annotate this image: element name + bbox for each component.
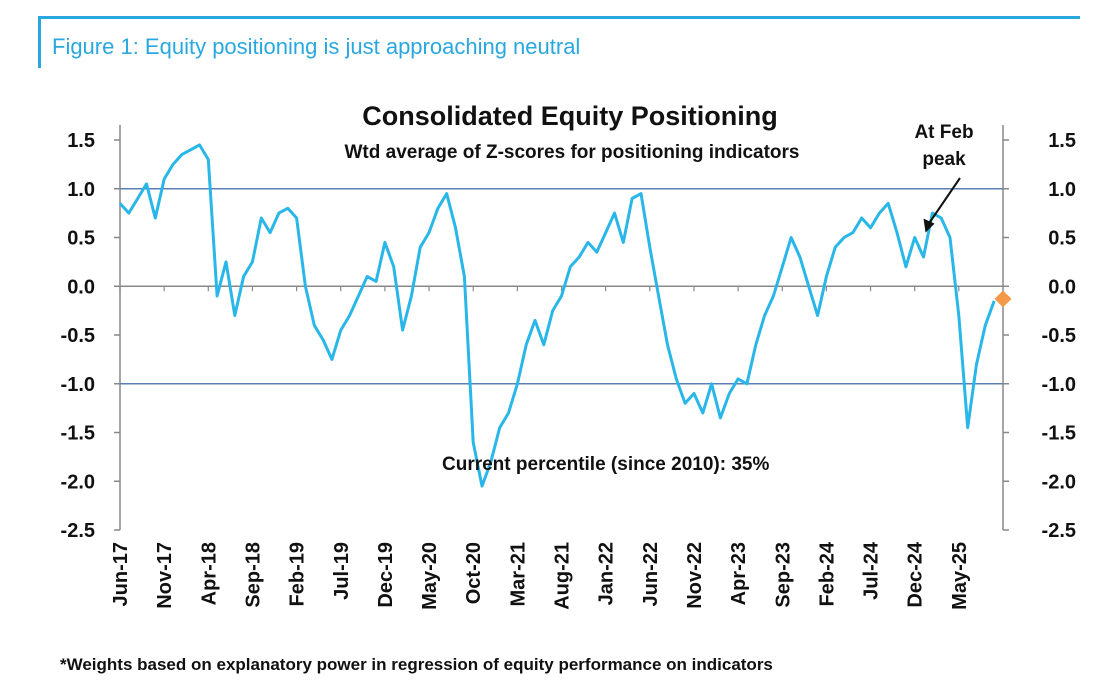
x-tick-label: Dec-19 — [375, 542, 397, 608]
annotation-arrow — [923, 177, 961, 233]
y-tick-label-right: -2.0 — [1042, 471, 1076, 493]
x-tick-label: Dec-24 — [905, 541, 927, 607]
series-group — [118, 143, 1012, 488]
x-tick-label: Feb-24 — [816, 541, 838, 606]
x-tick-label: Jun-22 — [640, 542, 662, 606]
y-tick-label-right: 0.5 — [1048, 228, 1076, 250]
y-tick-label-left: 1.5 — [67, 130, 95, 152]
y-tick-label-left: -2.5 — [61, 520, 95, 542]
reference-lines — [120, 187, 1003, 385]
x-tick-label: May-25 — [949, 542, 971, 610]
x-tick-label: Jul-19 — [331, 542, 353, 600]
y-tick-label-right: 1.5 — [1048, 130, 1076, 152]
chart-title: Consolidated Equity Positioning — [362, 101, 778, 131]
y-tick-label-left: 0.5 — [67, 228, 95, 250]
x-tick-label: Sep-18 — [242, 542, 264, 608]
y-tick-label-left: -2.0 — [61, 471, 95, 493]
footnote: *Weights based on explanatory power in r… — [60, 655, 773, 674]
x-tick-label: Nov-17 — [154, 542, 176, 609]
annotation-feb-peak-line-1: At Feb — [914, 122, 973, 143]
latest-point-marker — [994, 290, 1012, 308]
x-tick-label: Jun-17 — [110, 542, 132, 606]
x-tick-label: May-20 — [419, 542, 441, 610]
x-tick-label: Sep-23 — [772, 542, 794, 608]
figure-title: Figure 1: Equity positioning is just app… — [52, 34, 581, 59]
y-tick-label-left: -0.5 — [61, 325, 95, 347]
annotation-arrow-head — [923, 218, 935, 233]
x-tick-label: Feb-19 — [287, 542, 309, 606]
annotation-arrow-line — [928, 177, 961, 224]
y-tick-label-left: -1.5 — [61, 423, 95, 445]
y-tick-label-right: -0.5 — [1042, 325, 1076, 347]
chart-subtitle: Wtd average of Z-scores for positioning … — [345, 142, 800, 163]
y-tick-label-right: 1.0 — [1048, 179, 1076, 201]
y-tick-label-right: -2.5 — [1042, 520, 1076, 542]
y-tick-label-left: 1.0 — [67, 179, 95, 201]
x-tick-label: Jul-24 — [861, 541, 883, 600]
y-tick-label-left: 0.0 — [67, 276, 95, 298]
y-tick-label-right: -1.0 — [1042, 374, 1076, 396]
y-tick-label-right: 0.0 — [1048, 276, 1076, 298]
x-tick-label: Apr-18 — [198, 542, 220, 605]
x-tick-label: Apr-23 — [728, 542, 750, 605]
x-tick-label: Mar-21 — [507, 542, 529, 606]
x-tick-label: Aug-21 — [552, 542, 574, 610]
x-tick-label: Jan-22 — [596, 542, 618, 605]
figure-left-rule — [38, 16, 41, 68]
figure-top-rule — [38, 16, 1080, 19]
annotation-feb-peak-line-2: peak — [922, 149, 966, 170]
x-tick-label: Oct-20 — [463, 542, 485, 604]
x-tick-label: Nov-22 — [684, 542, 706, 609]
axes: 1.5 1.5 1.0 1.0 0.5 0.5 0.0 0.0 -0.5 -0.5 -1.0 -1.0… — [61, 125, 1076, 610]
annotation-current-percentile: Current percentile (since 2010): 35% — [442, 454, 769, 475]
y-tick-label-left: -1.0 — [61, 374, 95, 396]
series-line — [118, 143, 996, 488]
y-tick-label-right: -1.5 — [1042, 423, 1076, 445]
